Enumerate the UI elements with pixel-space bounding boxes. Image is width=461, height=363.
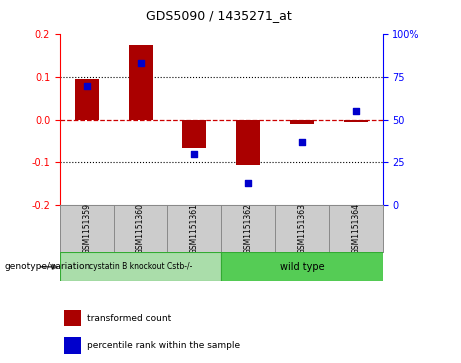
Text: GSM1151363: GSM1151363: [297, 203, 307, 254]
Text: transformed count: transformed count: [87, 314, 171, 323]
Text: genotype/variation: genotype/variation: [5, 262, 91, 271]
Bar: [75, 79, 99, 120]
Bar: [343, 120, 368, 122]
Point: [191, 151, 198, 157]
Point: [352, 108, 360, 114]
Text: GSM1151360: GSM1151360: [136, 203, 145, 254]
Bar: [236, 120, 260, 164]
Text: cystatin B knockout Cstb-/-: cystatin B knockout Cstb-/-: [89, 262, 192, 271]
Bar: [64, 310, 81, 326]
Text: GSM1151361: GSM1151361: [190, 203, 199, 254]
Text: GSM1151364: GSM1151364: [351, 203, 360, 254]
Point: [137, 61, 144, 66]
Bar: [64, 337, 81, 354]
Point: [83, 83, 90, 89]
Text: GSM1151359: GSM1151359: [83, 203, 91, 254]
Bar: [290, 120, 314, 124]
Bar: [129, 45, 153, 120]
Text: percentile rank within the sample: percentile rank within the sample: [87, 341, 240, 350]
Text: GDS5090 / 1435271_at: GDS5090 / 1435271_at: [146, 9, 292, 22]
Bar: [221, 252, 383, 281]
Text: wild type: wild type: [280, 262, 324, 272]
Point: [244, 180, 252, 186]
Bar: [182, 120, 207, 147]
Text: GSM1151362: GSM1151362: [244, 203, 253, 254]
Bar: [60, 252, 221, 281]
Point: [298, 139, 306, 145]
